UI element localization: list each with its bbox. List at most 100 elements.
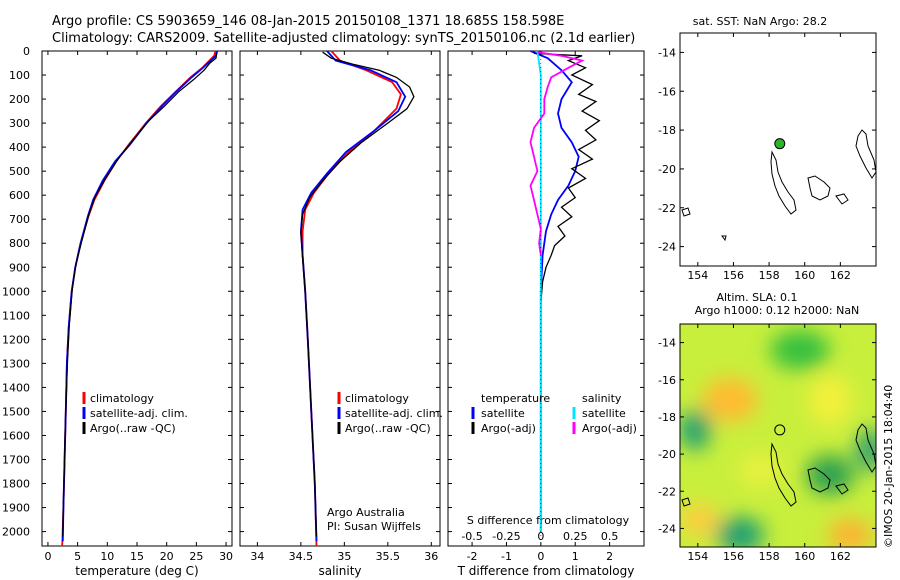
difference-top-x-axis: -0.5 -0.25 0 0.25 0.5 [461,530,618,543]
salinity-xlabel: salinity [318,564,361,578]
series-line-climatology [61,50,217,547]
series-line-t-argo [533,52,601,532]
x-tick-label: 20 [160,550,174,563]
island-coastline [835,483,849,495]
island-coastline [835,193,849,205]
depth-tick-label: 600 [9,189,30,202]
x-tick-label: 35.5 [376,550,401,563]
heatmap-blob [680,504,720,536]
depth-tick-label: 1000 [2,285,30,298]
map-sla-title-1: Altim. SLA: 0.1 [716,291,797,304]
x-tick-label: 0 [537,550,544,563]
depth-tick-label: 1600 [2,429,30,442]
legend-satellite-label: satellite-adj. clim. [90,407,188,420]
map-y-tick-label: -24 [658,241,676,254]
difference-xlabel: T difference from climatology [457,564,635,578]
x-tick-label: 5 [74,550,81,563]
depth-tick-label: 200 [9,93,30,106]
depth-axis: 0 100 200 300 400 500 600 700 800 900 1000 1100 1200… [2,45,644,539]
map-x-tick-label: 160 [794,269,815,282]
map-sst-title: sat. SST: NaN Argo: 28.2 [693,15,827,28]
map-x-tick-label: 156 [723,269,744,282]
map-x-tick-label: 158 [759,269,780,282]
salinity-x-axis: 34 34.5 35 35.5 36 [250,51,438,563]
difference-x-axis: -2 -1 0 1 2 [467,51,613,563]
credit-text: ©IMOS 20-Jan-2015 18:04:40 [882,385,895,548]
legend-t-argo-label: Argo(-adj) [481,422,536,435]
legend-argo-label: Argo(..raw -QC) [90,422,176,435]
depth-tick-label: 1400 [2,381,30,394]
x-tick-label: -2 [467,550,478,563]
salinity-series [299,50,415,547]
map-y-tick-label: -20 [658,163,676,176]
heatmap-blob [856,428,876,472]
map-x-tick-label: 162 [830,269,851,282]
map-sst-frame [679,32,877,267]
map-sla-coastlines [681,423,877,507]
heatmap-blob [716,517,764,547]
salinity-annotation-1: Argo Australia [327,506,405,519]
depth-tick-label: 1300 [2,357,30,370]
depth-tick-label: 1200 [2,333,30,346]
map-y-tick-label: -16 [658,374,676,387]
x-tick-label: 0 [44,550,51,563]
difference-panel-frame [447,50,645,547]
series-line-argo [300,51,415,537]
x-tick-label: -1 [501,550,512,563]
map-sla-axes: 154 156 158 160 162 -14 -16 -18 -20 -22 -24 [658,324,876,563]
series-line-satellite [299,50,407,542]
heatmap-blob [770,330,830,370]
island-coastline [807,175,831,201]
map-y-tick-label: -14 [658,46,676,59]
map-x-tick-label: 162 [830,550,851,563]
x-top-tick-label: 0.25 [563,530,588,543]
depth-tick-label: 1500 [2,405,30,418]
x-tick-label: 2 [606,550,613,563]
heatmap-blob [680,410,711,450]
difference-legend: temperature satellite Argo(-adj) salinit… [471,392,637,435]
depth-tick-label: 1800 [2,478,30,491]
series-line-t-satellite [530,50,580,532]
x-top-tick-label: -0.5 [461,530,482,543]
map-x-tick-label: 154 [687,550,708,563]
x-tick-label: 34 [250,550,264,563]
legend-climatology-label: climatology [90,392,154,405]
heatmap-blob [808,374,852,426]
legend-s-satellite-label: satellite [582,407,626,420]
depth-tick-label: 1900 [2,502,30,515]
header-title: Argo profile: CS 5903659_146 08-Jan-2015… [52,14,564,29]
legend-temperature-title: temperature [481,392,550,405]
map-sst-axes: 154 156 158 160 162 -14 -16 -18 -20 -22 -24 [658,33,876,282]
x-top-tick-label: 0.5 [601,530,619,543]
depth-tick-label: 2000 [2,526,30,539]
x-tick-label: 1 [572,550,579,563]
island-coastline [855,423,877,473]
legend-t-satellite-label: satellite [481,407,525,420]
depth-tick-label: 700 [9,213,30,226]
x-tick-label: 34.5 [289,550,314,563]
map-y-tick-label: -14 [658,337,676,350]
salinity-legend: climatology satellite-adj. clim. Argo(..… [327,392,443,533]
island-coastline [681,207,691,217]
sla-heatmap [680,324,876,547]
salinity-panel-frame [239,50,441,547]
salinity-annotation-2: PI: Susan Wijffels [327,520,421,533]
series-line-s-argo [529,51,585,256]
map-sst-coastlines [681,129,877,242]
island-coastline [855,129,877,179]
legend-salinity-title: salinity [582,392,622,405]
heatmap-blob [702,378,758,422]
map-y-tick-label: -18 [658,124,676,137]
argo-float-marker [774,424,786,436]
heatmap-blob [828,519,872,547]
map-x-tick-label: 158 [759,550,780,563]
series-line-argo [62,53,218,537]
x-tick-label: 36 [424,550,438,563]
depth-tick-label: 800 [9,237,30,250]
legend-argo-label: Argo(..raw -QC) [345,422,431,435]
series-line-satellite [61,50,219,542]
map-y-tick-label: -22 [658,202,676,215]
temperature-legend: climatology satellite-adj. clim. Argo(..… [82,392,188,435]
island-coastline [770,442,797,507]
